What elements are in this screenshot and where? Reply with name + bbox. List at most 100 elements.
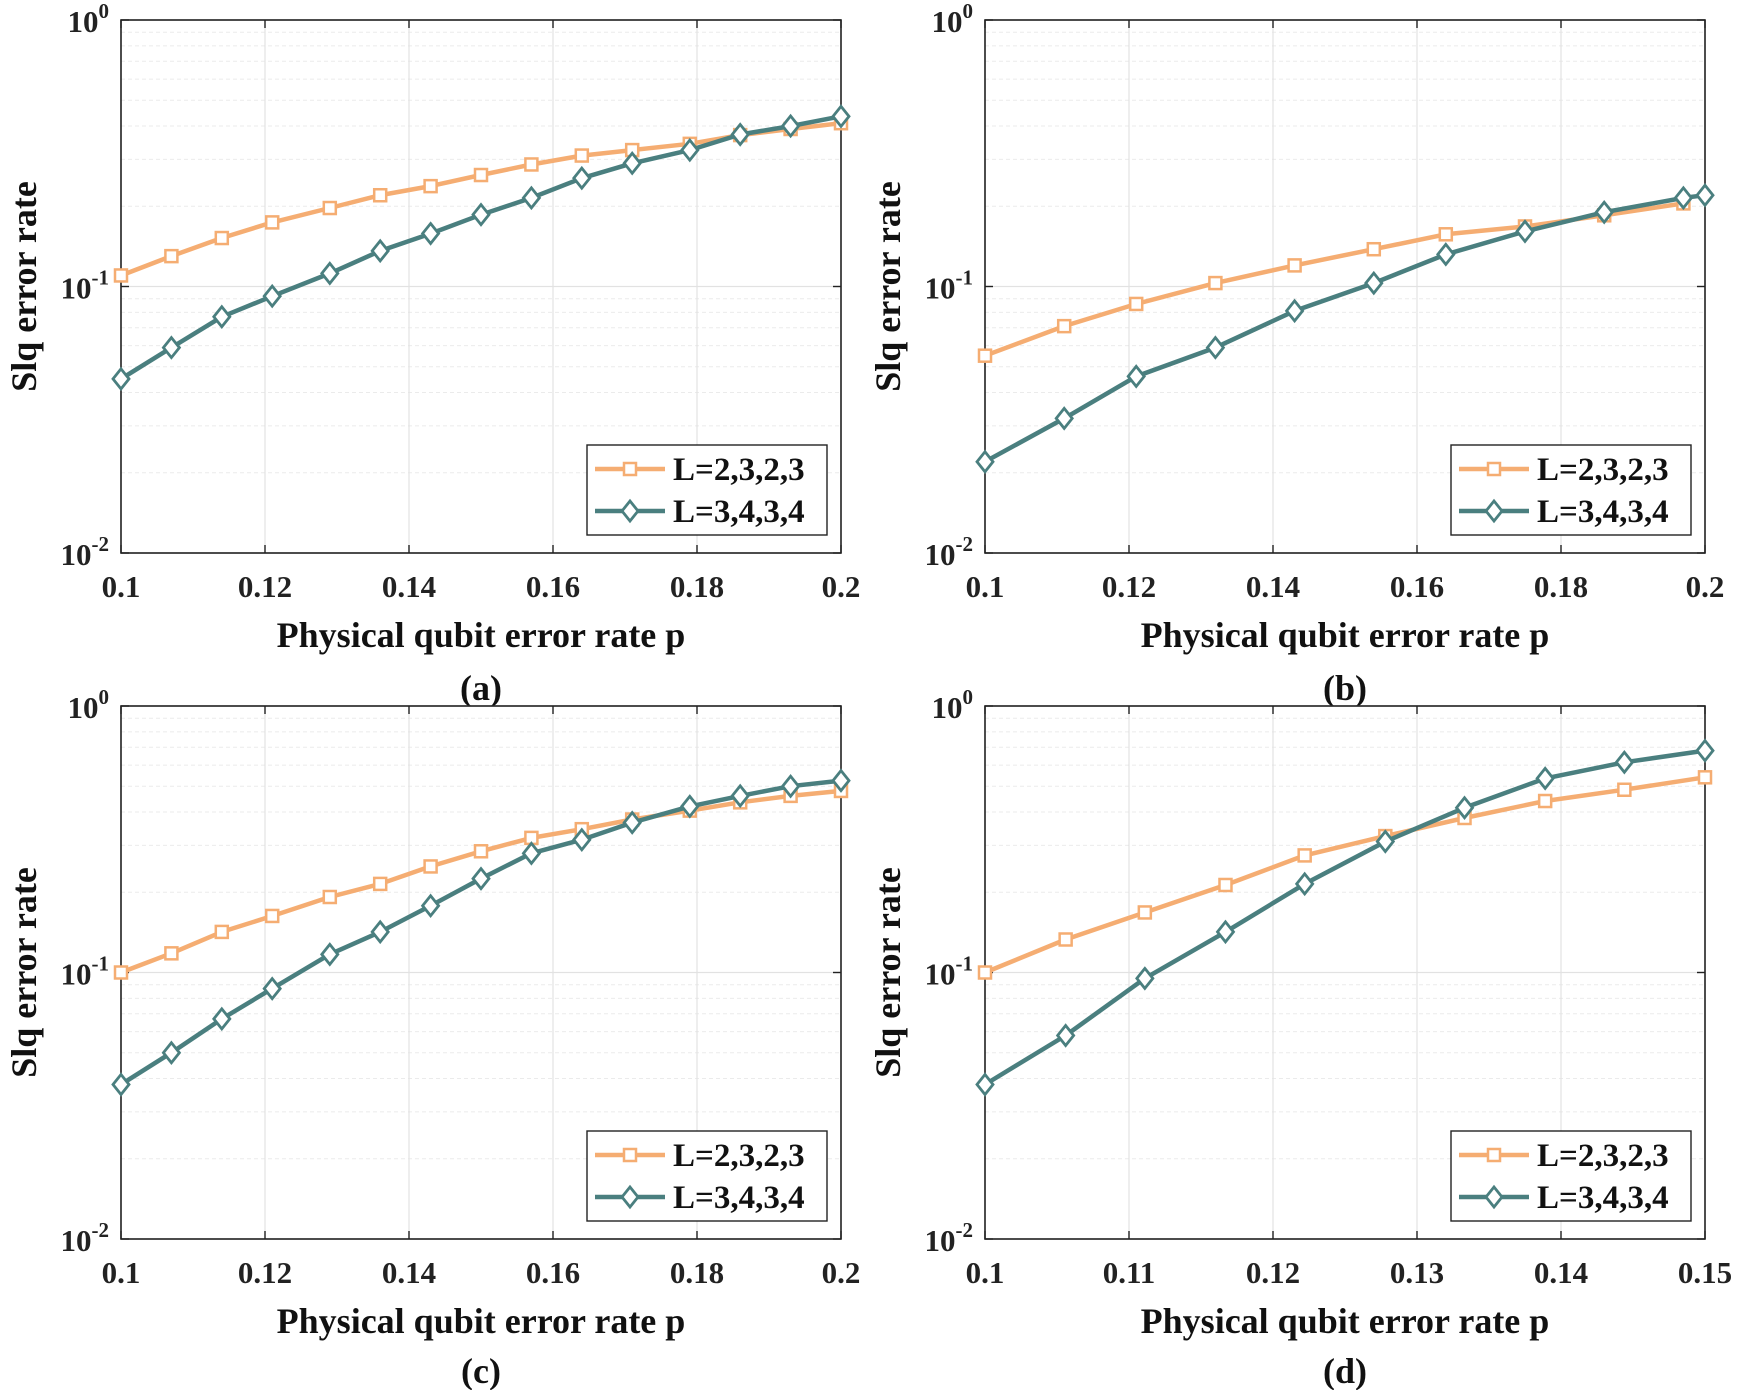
y-tick-label: 10-1 [61,952,110,992]
data-point-square [165,947,177,959]
data-point-square [115,269,127,281]
data-point-square [576,150,588,162]
legend-label: L=2,3,2,3 [1537,452,1669,488]
panel-caption: (b) [1323,668,1367,708]
x-tick-label: 0.2 [822,1255,861,1290]
data-point-square [1368,243,1380,255]
x-tick-label: 0.1 [966,1255,1005,1290]
y-tick-label: 10-1 [925,266,974,306]
legend-marker-square [624,1149,636,1161]
legend-label: L=3,4,3,4 [673,494,805,530]
x-tick-label: 0.12 [238,1255,292,1290]
y-tick-label: 10-1 [925,952,974,992]
x-tick-label: 0.14 [382,569,436,604]
x-tick-label: 0.1 [102,569,141,604]
x-tick-label: 0.12 [1246,1255,1300,1290]
y-axis-label: Slq error rate [4,867,44,1078]
x-axis-label: Physical qubit error rate p [277,1301,686,1341]
chart-panel-d: 0.1 0.11 0.12 0.13 0.14 0.15 10-2 10-1 100 Physic… [868,685,1732,1390]
data-point-square [1539,795,1551,807]
x-axis-label: Physical qubit error rate p [1141,615,1550,655]
data-point-square [525,158,537,170]
y-tick-label: 10-2 [925,532,974,572]
figure: 0.1 0.12 0.14 0.16 0.18 0.2 10-2 10-1 100 Physica… [0,0,1741,1390]
y-tick-label: 100 [932,685,974,725]
data-point-square [324,891,336,903]
legend-label: L=2,3,2,3 [673,452,805,488]
data-point-square [475,169,487,181]
data-point-square [1060,933,1072,945]
data-point-square [216,232,228,244]
legend-label: L=2,3,2,3 [673,1138,805,1174]
data-point-square [1299,849,1311,861]
data-point-square [475,845,487,857]
x-tick-label: 0.11 [1103,1255,1156,1290]
y-axis-label: Slq error rate [868,867,908,1078]
data-point-square [979,350,991,362]
y-tick-label: 10-2 [925,1218,974,1258]
x-tick-label: 0.18 [1534,569,1588,604]
legend-label: L=3,4,3,4 [673,1180,805,1216]
x-tick-label: 0.16 [526,569,580,604]
x-tick-label: 0.14 [1246,569,1300,604]
legend-marker-square [1488,1149,1500,1161]
data-point-square [1289,259,1301,271]
legend-label: L=2,3,2,3 [1537,1138,1669,1174]
x-tick-label: 0.18 [670,569,724,604]
data-point-square [324,202,336,214]
x-tick-label: 0.15 [1678,1255,1732,1290]
x-tick-label: 0.18 [670,1255,724,1290]
chart-panel-b: 0.1 0.12 0.14 0.16 0.18 0.210-210-1100Physica… [868,0,1724,708]
legend: L=2,3,2,3 L=3,4,3,4 [587,1131,827,1221]
y-axis-label: Slq error rate [868,181,908,392]
panel-caption: (a) [460,668,502,708]
y-tick-label: 100 [68,0,110,39]
legend-marker-square [624,463,636,475]
legend-label: L=3,4,3,4 [1537,494,1669,530]
x-tick-label: 0.12 [1102,569,1156,604]
data-point-square [1440,228,1452,240]
data-point-square [1209,277,1221,289]
data-point-square [1139,906,1151,918]
y-axis-label: Slq error rate [4,181,44,392]
x-tick-label: 0.2 [822,569,861,604]
x-axis-label: Physical qubit error rate p [1141,1301,1550,1341]
legend: L=2,3,2,3 L=3,4,3,4 [1451,445,1691,535]
data-point-square [425,180,437,192]
data-point-square [1699,771,1711,783]
x-tick-label: 0.16 [1390,569,1444,604]
data-point-square [1130,298,1142,310]
data-point-square [216,926,228,938]
panel-caption: (c) [461,1351,501,1390]
chart-panel-a: 0.1 0.12 0.14 0.16 0.18 0.210-210-1100Physica… [4,0,860,708]
x-tick-label: 0.1 [102,1255,141,1290]
chart-panel-c: 0.1 0.12 0.14 0.16 0.18 0.2 10-2 10-1 100 Physica… [4,685,860,1390]
data-point-square [374,878,386,890]
y-tick-label: 10-2 [61,532,110,572]
x-tick-label: 0.13 [1390,1255,1444,1290]
x-tick-label: 0.14 [382,1255,436,1290]
data-point-square [115,967,127,979]
legend: L=2,3,2,3 L=3,4,3,4 [1451,1131,1691,1221]
data-point-square [425,860,437,872]
x-tick-label: 0.1 [966,569,1005,604]
y-tick-label: 100 [68,685,110,725]
legend-marker-square [1488,463,1500,475]
data-point-square [979,967,991,979]
data-point-square [266,216,278,228]
x-tick-label: 0.16 [526,1255,580,1290]
x-tick-label: 0.12 [238,569,292,604]
legend-label: L=3,4,3,4 [1537,1180,1669,1216]
data-point-square [266,910,278,922]
y-tick-label: 10-1 [61,266,110,306]
data-point-square [374,189,386,201]
data-point-square [1219,879,1231,891]
panel-caption: (d) [1323,1351,1367,1390]
x-tick-label: 0.2 [1686,569,1725,604]
legend: L=2,3,2,3 L=3,4,3,4 [587,445,827,535]
data-point-square [1058,320,1070,332]
data-point-square [1618,784,1630,796]
y-tick-label: 10-2 [61,1218,110,1258]
x-tick-label: 0.14 [1534,1255,1588,1290]
data-point-square [165,250,177,262]
